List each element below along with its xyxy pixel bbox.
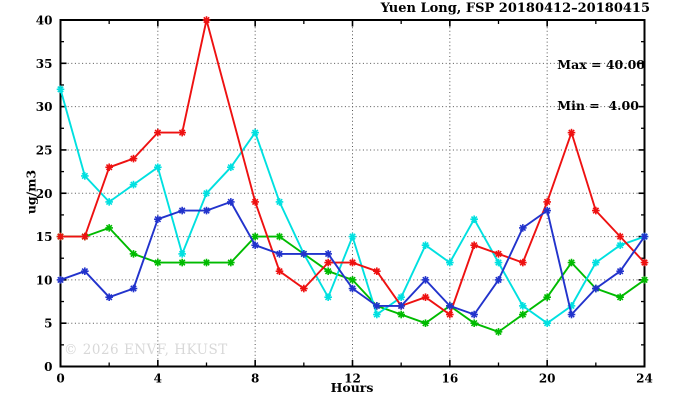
svg-text:16: 16 — [441, 372, 458, 386]
svg-text:20: 20 — [539, 372, 556, 386]
svg-text:4: 4 — [154, 372, 162, 386]
min-value-label: Min = 4.00 — [557, 97, 639, 113]
x-axis-title: Hours — [330, 380, 374, 395]
max-min-annotation: Max = 40.00 Min = 4.00 — [557, 31, 645, 139]
svg-text:0: 0 — [44, 360, 52, 374]
svg-text:20: 20 — [36, 187, 53, 201]
svg-text:40: 40 — [36, 14, 53, 28]
max-value-label: Max = 40.00 — [557, 57, 645, 72]
svg-text:15: 15 — [36, 230, 53, 244]
svg-text:5: 5 — [44, 317, 52, 331]
svg-text:10: 10 — [36, 273, 53, 287]
chart-title: Yuen Long, FSP 20180412–20180415 — [380, 1, 650, 16]
svg-text:12: 12 — [344, 372, 361, 386]
svg-text:24: 24 — [636, 372, 653, 386]
svg-text:25: 25 — [36, 143, 53, 157]
svg-text:8: 8 — [251, 372, 259, 386]
svg-text:35: 35 — [36, 57, 53, 71]
svg-text:0: 0 — [56, 372, 64, 386]
y-axis-title: ug/m3 — [23, 169, 39, 215]
svg-text:30: 30 — [36, 100, 53, 114]
watermark: © 2026 ENVF, HKUST — [64, 342, 228, 358]
